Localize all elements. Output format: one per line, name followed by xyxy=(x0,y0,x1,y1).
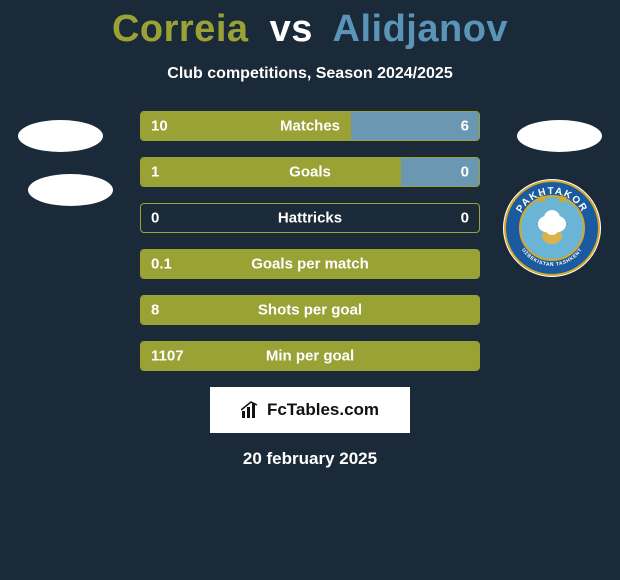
stat-label: Matches xyxy=(280,118,340,135)
stat-row: 1107 Min per goal xyxy=(140,341,480,371)
vs-text: vs xyxy=(270,8,313,50)
stat-row: 0.1 Goals per match xyxy=(140,249,480,279)
stat-row: 8 Shots per goal xyxy=(140,295,480,325)
comparison-title: Correia vs Alidjanov xyxy=(0,0,620,51)
stat-label: Hattricks xyxy=(278,210,342,227)
stat-label: Goals xyxy=(289,164,331,181)
stat-value-right: 0 xyxy=(461,210,469,227)
stat-row: 1 0 Goals xyxy=(140,157,480,187)
player2-club-badge: PAKHTAKOR UZBEKISTAN TASHKENT xyxy=(502,178,602,278)
stat-value-left: 10 xyxy=(151,118,168,135)
stat-value-left: 1 xyxy=(151,164,159,181)
fctables-logo: FcTables.com xyxy=(210,387,410,433)
player1-photo-placeholder xyxy=(28,174,113,206)
stat-value-left: 0.1 xyxy=(151,256,172,273)
stat-row: 10 6 Matches xyxy=(140,111,480,141)
stat-value-right: 0 xyxy=(461,164,469,181)
stat-label: Shots per goal xyxy=(258,302,362,319)
player1-name: Correia xyxy=(112,8,249,50)
stat-value-left: 0 xyxy=(151,210,159,227)
stat-value-left: 8 xyxy=(151,302,159,319)
stat-value-right: 6 xyxy=(461,118,469,135)
stat-label: Min per goal xyxy=(266,348,354,365)
footer-date: 20 february 2025 xyxy=(0,449,620,469)
chart-icon xyxy=(241,401,261,419)
subtitle: Club competitions, Season 2024/2025 xyxy=(0,65,620,83)
stats-chart: 106Matches10Goals00Hattricks0.1Goals per… xyxy=(140,111,480,371)
fill-left xyxy=(141,158,401,186)
stat-row: 0 0 Hattricks xyxy=(140,203,480,233)
brand-text: FcTables.com xyxy=(267,400,379,420)
stat-label: Goals per match xyxy=(251,256,369,273)
player2-name: Alidjanov xyxy=(333,8,509,50)
player2-photo-placeholder xyxy=(517,120,602,152)
stat-value-left: 1107 xyxy=(151,348,184,365)
player1-team-badge-placeholder xyxy=(18,120,103,152)
